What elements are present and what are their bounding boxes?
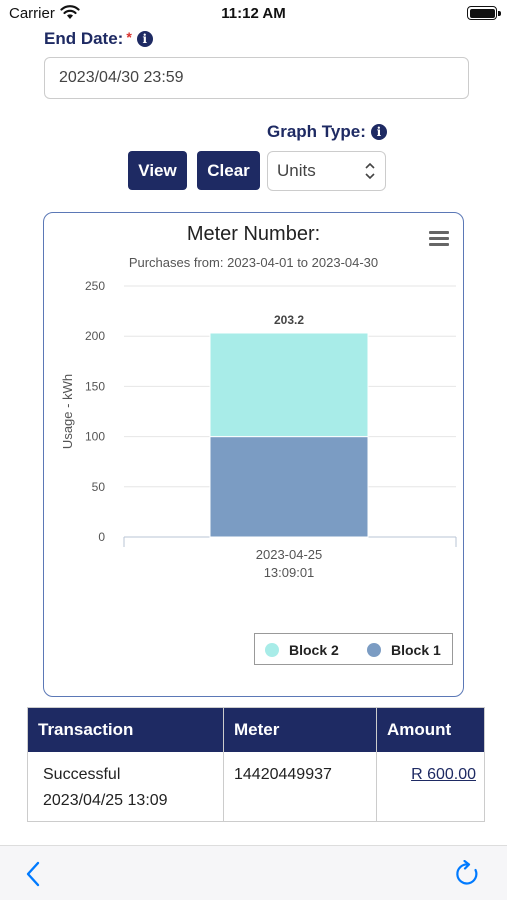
- data-label-total: 203.2: [274, 313, 304, 327]
- graph-type-select[interactable]: Units: [267, 151, 386, 191]
- chart-legend: Block 2 Block 1: [254, 633, 453, 665]
- transactions-table: Transaction Meter Amount Successful 2023…: [27, 707, 485, 822]
- clear-button[interactable]: Clear: [197, 151, 260, 190]
- row-status: Successful: [43, 766, 121, 783]
- column-divider: [223, 708, 224, 821]
- y-tick-label: 50: [92, 480, 106, 494]
- clock: 11:12 AM: [221, 5, 286, 22]
- legend-dot-block-2: [265, 643, 279, 657]
- table-header: Transaction Meter Amount: [28, 708, 484, 752]
- required-mark: *: [126, 29, 132, 45]
- row-amount-link[interactable]: R 600.00: [411, 766, 476, 783]
- y-tick-label: 250: [85, 279, 105, 293]
- wifi-icon: [60, 5, 80, 19]
- refresh-icon[interactable]: [455, 860, 481, 888]
- row-date: 2023/04/25 13:09: [43, 792, 168, 809]
- chart-card: Meter Number: Purchases from: 2023-04-01…: [43, 212, 464, 697]
- status-bar: Carrier 11:12 AM: [0, 0, 507, 28]
- carrier-label: Carrier: [9, 5, 55, 22]
- legend-dot-block-1: [367, 643, 381, 657]
- chevron-updown-icon: [365, 162, 375, 180]
- header-meter: Meter: [234, 720, 280, 739]
- graph-type-label: Graph Type: i: [267, 122, 387, 142]
- legend-label-block-1: Block 1: [391, 642, 441, 658]
- info-icon[interactable]: i: [136, 31, 153, 47]
- y-tick-label: 100: [85, 430, 105, 444]
- hamburger-menu-icon[interactable]: [429, 231, 449, 249]
- column-divider: [376, 708, 377, 821]
- row-meter: 14420449937: [234, 766, 332, 783]
- graph-type-label-text: Graph Type:: [267, 122, 366, 141]
- y-tick-label: 150: [85, 379, 105, 393]
- back-icon[interactable]: [25, 861, 41, 887]
- end-date-label: End Date: * i: [44, 29, 153, 49]
- x-tick-label: 2023-04-25: [256, 547, 323, 562]
- battery-icon: [467, 6, 501, 20]
- legend-item-block-2[interactable]: Block 2: [265, 634, 339, 666]
- y-tick-label: 0: [98, 530, 105, 544]
- bottom-toolbar: [0, 845, 507, 900]
- chart-title: Meter Number:: [186, 223, 321, 245]
- y-axis-title: Usage - kWh: [60, 374, 75, 449]
- end-date-label-text: End Date:: [44, 29, 124, 48]
- x-tick-label: 13:09:01: [264, 565, 315, 580]
- legend-item-block-1[interactable]: Block 1: [367, 634, 441, 666]
- info-icon[interactable]: i: [370, 124, 387, 140]
- end-date-field[interactable]: 2023/04/30 23:59: [44, 57, 469, 99]
- header-amount: Amount: [387, 720, 452, 739]
- bar-block-2: [209, 332, 369, 438]
- y-tick-label: 200: [85, 329, 105, 343]
- chart-plot: 250 200 150 100 50 0 Usage - kWh 203.2 2023-04-2…: [60, 279, 457, 580]
- bar-block-1: [209, 436, 369, 538]
- chart-subtitle: Purchases from: 2023-04-01 to 2023-04-30: [128, 255, 379, 270]
- graph-type-selected: Units: [277, 161, 316, 180]
- view-button[interactable]: View: [128, 151, 187, 190]
- header-transaction: Transaction: [38, 720, 134, 739]
- legend-label-block-2: Block 2: [289, 642, 339, 658]
